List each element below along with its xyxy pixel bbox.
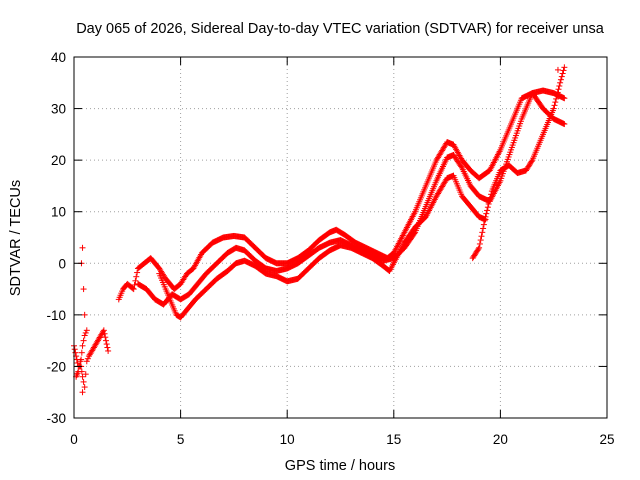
data-point — [102, 337, 109, 344]
data-point — [482, 213, 489, 220]
data-point — [83, 358, 90, 365]
data-point — [561, 121, 568, 128]
data-point — [84, 355, 91, 362]
data-point — [481, 217, 488, 224]
data-point — [81, 384, 88, 391]
data-point — [561, 95, 568, 102]
data-point — [101, 330, 108, 337]
data-point — [478, 233, 485, 240]
data-point — [551, 102, 558, 109]
data-point — [477, 237, 484, 244]
x-tick-label: 20 — [493, 432, 508, 447]
data-point — [480, 225, 487, 232]
data-point — [554, 89, 561, 96]
y-tick-label: 0 — [58, 256, 66, 271]
data-point — [72, 349, 79, 356]
data-point — [81, 332, 88, 339]
data-point — [79, 244, 86, 251]
data-point — [550, 105, 557, 112]
y-tick-label: 40 — [51, 50, 66, 65]
data-point — [558, 73, 565, 80]
data-point — [552, 99, 559, 106]
x-tick-label: 5 — [177, 432, 185, 447]
data-point — [79, 389, 86, 396]
data-point — [71, 346, 78, 353]
x-axis-title: GPS time / hours — [285, 458, 395, 474]
data-point — [131, 281, 138, 288]
data-point — [483, 210, 490, 217]
data-point — [80, 286, 87, 293]
data-point — [479, 229, 486, 236]
data-point — [484, 207, 491, 214]
grid-layer — [74, 57, 607, 418]
data-point — [82, 329, 89, 336]
data-point — [79, 342, 86, 349]
data-point — [130, 286, 137, 293]
data-point — [480, 221, 487, 228]
data-point — [476, 244, 483, 251]
points-layer — [71, 64, 568, 396]
ticks-layer: 0 5 10 15 20 25 -30 -20 -10 0 10 20 30 40 — [46, 50, 614, 447]
data-point — [553, 95, 560, 102]
data-point — [476, 240, 483, 247]
data-point — [553, 92, 560, 99]
data-point — [485, 200, 492, 207]
data-point — [557, 79, 564, 86]
data-point — [77, 358, 84, 365]
data-point — [82, 371, 89, 378]
data-point — [488, 191, 495, 198]
y-tick-label: -20 — [46, 359, 66, 374]
y-tick-label: -10 — [46, 308, 66, 323]
x-tick-label: 0 — [70, 432, 78, 447]
data-point — [528, 158, 535, 165]
data-point — [486, 197, 493, 204]
data-point — [561, 64, 568, 71]
data-point — [556, 83, 563, 90]
data-point — [560, 67, 567, 74]
data-point — [554, 66, 561, 73]
data-point — [475, 246, 482, 253]
y-tick-label: 20 — [51, 153, 66, 168]
data-point — [132, 277, 139, 284]
chart-title: Day 065 of 2026, Sidereal Day-to-day VTE… — [76, 21, 605, 37]
y-tick-label: 30 — [51, 102, 66, 117]
data-point — [104, 344, 111, 351]
plot-frame — [73, 56, 608, 419]
data-point — [487, 194, 494, 201]
data-point — [484, 204, 491, 211]
data-point — [102, 334, 109, 341]
data-point — [458, 163, 465, 170]
data-point — [129, 285, 136, 292]
data-point — [78, 368, 85, 375]
data-point — [80, 378, 87, 385]
data-point — [79, 373, 86, 380]
data-point — [133, 273, 140, 280]
x-tick-label: 25 — [599, 432, 614, 447]
data-point — [555, 86, 562, 93]
data-point — [83, 327, 90, 334]
data-point — [134, 269, 141, 276]
x-tick-label: 15 — [386, 432, 401, 447]
y-tick-label: -30 — [46, 411, 66, 426]
data-point — [557, 76, 564, 83]
data-point — [559, 70, 566, 77]
data-point — [78, 349, 85, 356]
y-tick-label: 10 — [51, 205, 66, 220]
data-point — [103, 341, 110, 348]
data-point — [100, 327, 107, 334]
y-axis-title: SDTVAR / TECUs — [8, 180, 24, 296]
data-point — [105, 347, 112, 354]
x-tick-label: 10 — [280, 432, 295, 447]
data-point — [81, 311, 88, 318]
data-point — [80, 337, 87, 344]
